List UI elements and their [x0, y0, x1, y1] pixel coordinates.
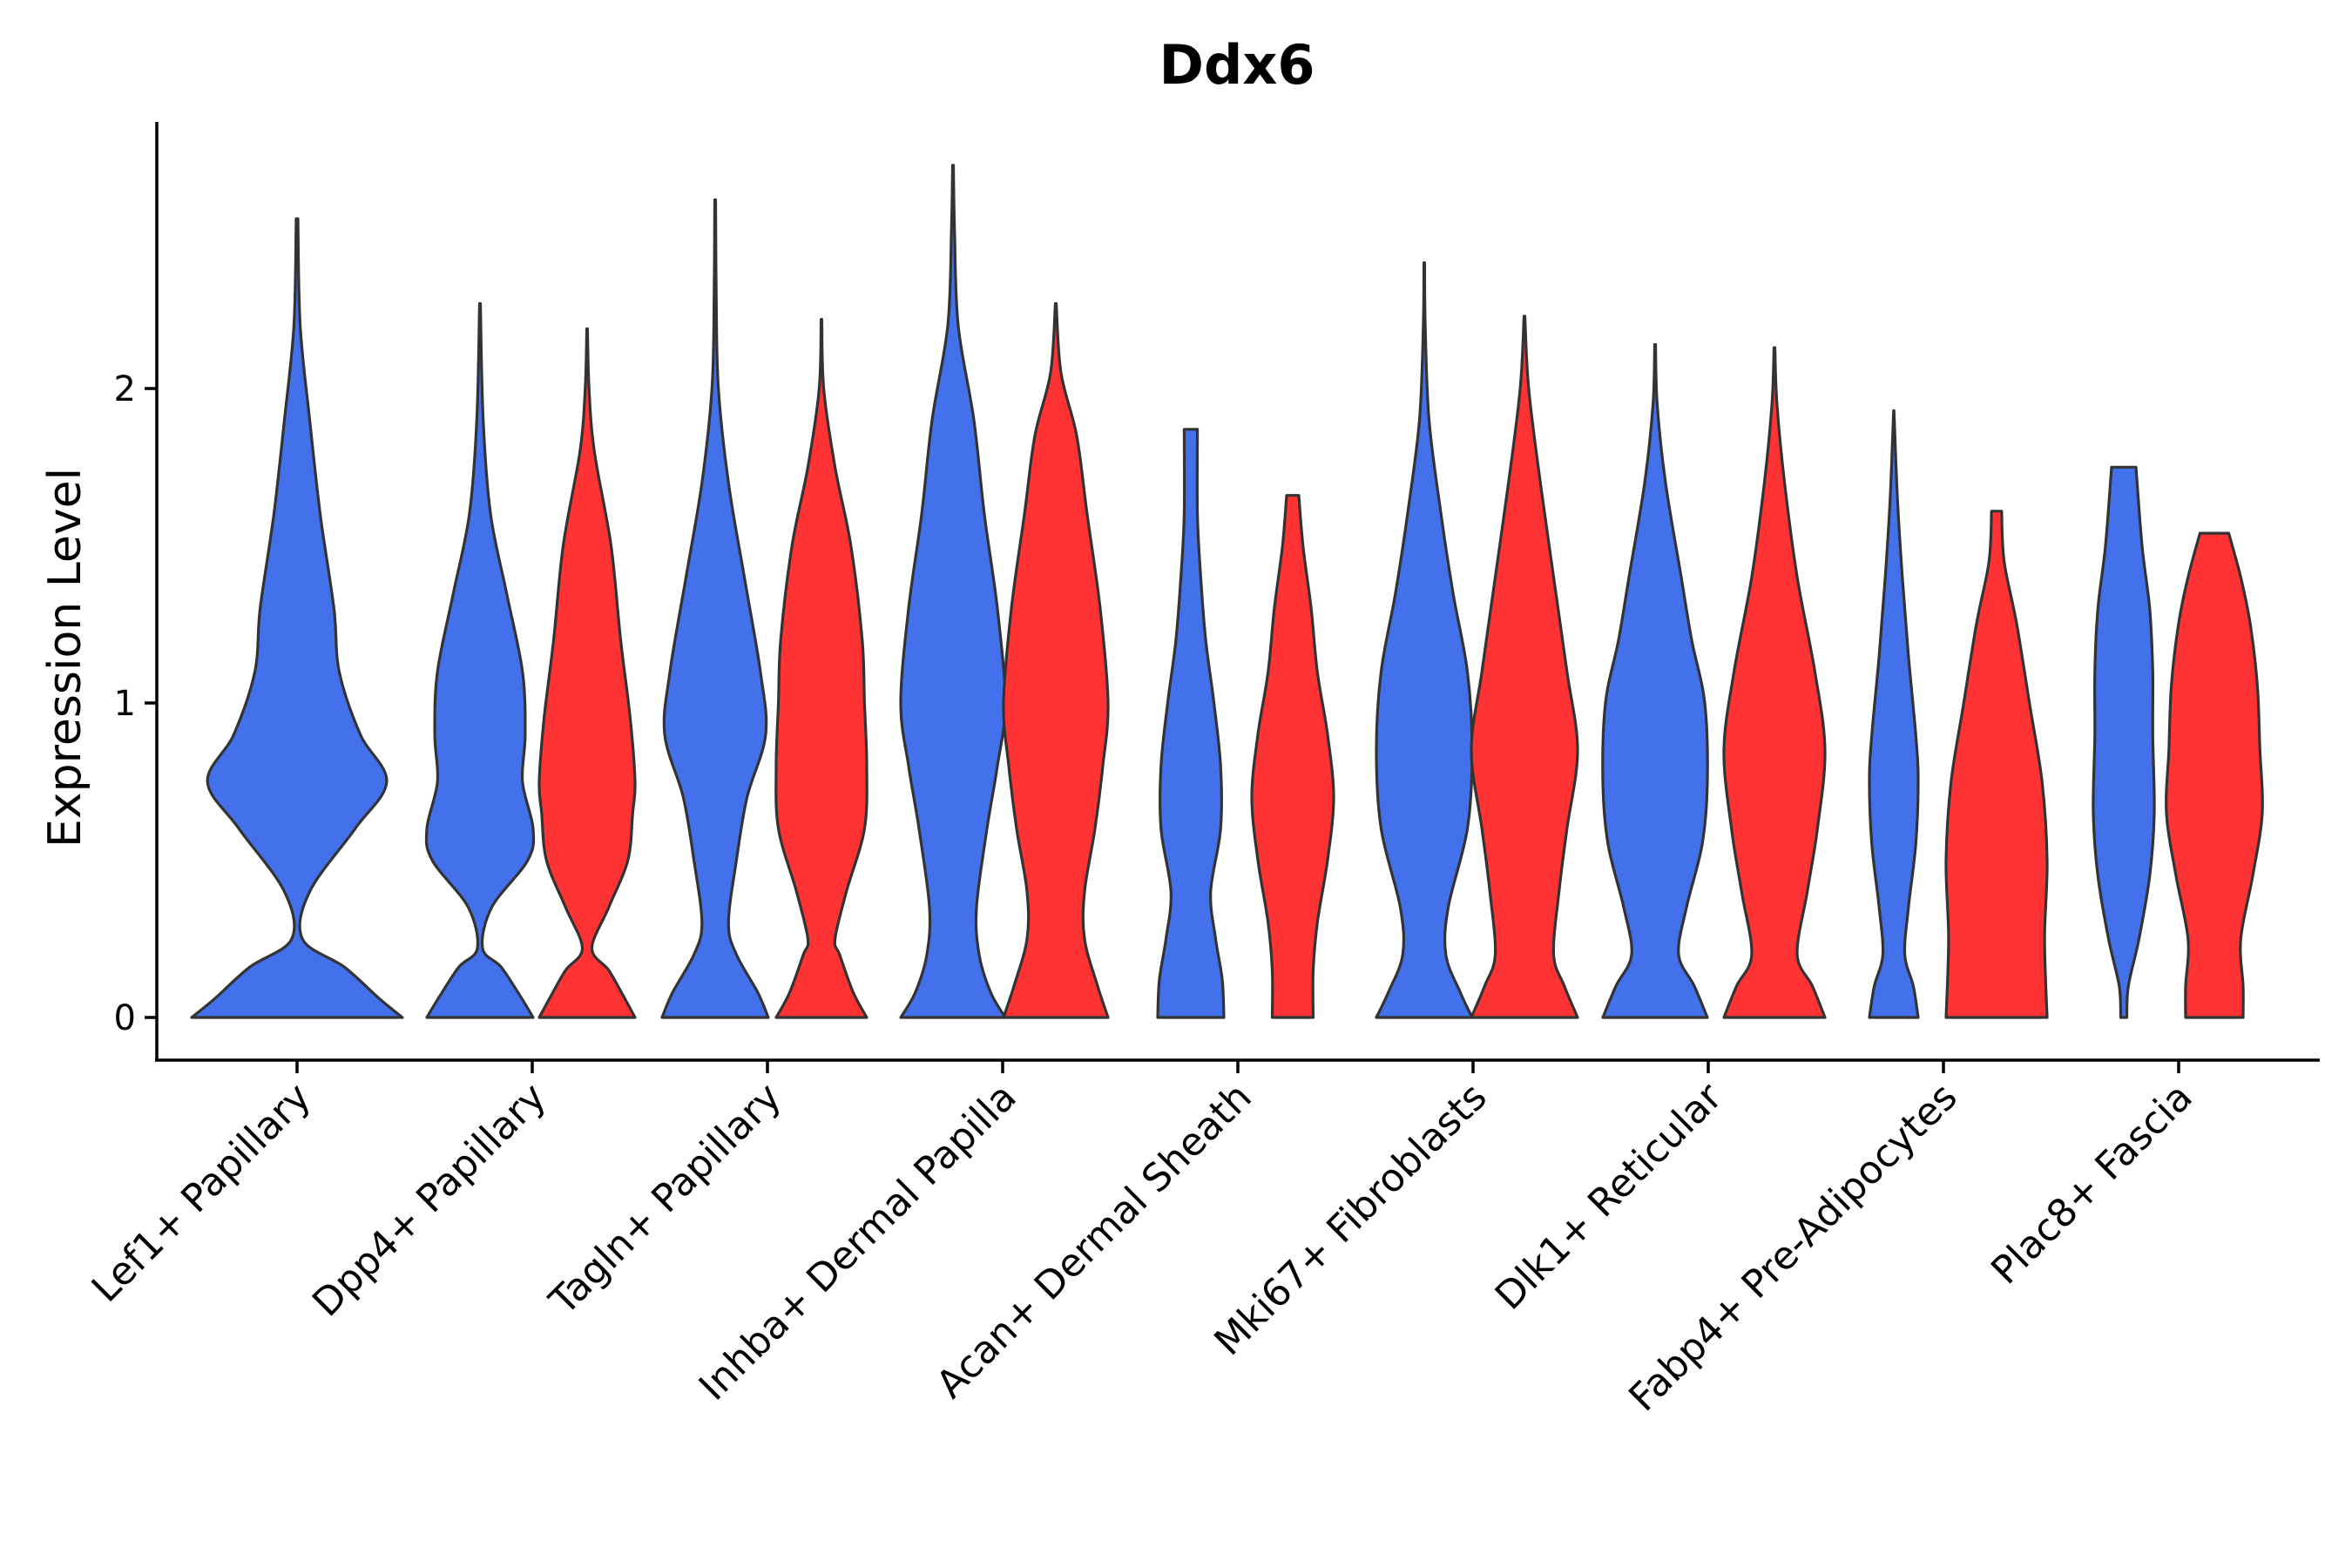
violin-plac8-fascia-blue	[2092, 465, 2156, 1019]
violin-acan-dermal-sheath-blue	[1156, 428, 1226, 1019]
violin-fabp4-pre-adipocytes-blue	[1868, 409, 1920, 1019]
x-tick-label: Lef1+ Papillary	[84, 1075, 320, 1311]
x-tick-label: Mki67+ Fibroblasts	[1206, 1075, 1495, 1364]
y-axis-label: Expression Level	[39, 468, 91, 848]
x-tick-label: Plac8+ Fascia	[1983, 1075, 2201, 1294]
chart-title: Ddx6	[1159, 33, 1315, 97]
y-tick-label: 1	[114, 684, 136, 724]
violin-dpp4-papillary-red	[537, 327, 637, 1019]
violin-dlk1-reticular-red	[1722, 346, 1827, 1019]
y-ticks-group: 0 1 2	[114, 369, 157, 1038]
violin-lef1-papillary-blue	[190, 217, 404, 1019]
violin-dpp4-papillary-blue	[424, 301, 536, 1019]
violins-group	[190, 164, 2264, 1019]
violin-inhba-dermal-papilla-red	[1002, 301, 1110, 1019]
violin-plac8-fascia-red	[2165, 531, 2264, 1019]
violin-mki67-fibroblasts-blue	[1375, 261, 1474, 1019]
violin-acan-dermal-sheath-red	[1250, 494, 1335, 1019]
x-tick-label: Tagln+ Papillary	[541, 1075, 790, 1324]
x-tick-label: Dpp4+ Papillary	[304, 1075, 555, 1326]
y-tick-label: 0	[114, 998, 136, 1038]
violin-dlk1-reticular-blue	[1601, 342, 1709, 1019]
violin-inhba-dermal-papilla-blue	[899, 164, 1007, 1019]
violin-tagln-papillary-red	[774, 318, 868, 1019]
violin-mki67-fibroblasts-red	[1470, 314, 1579, 1019]
violin-tagln-papillary-blue	[660, 198, 770, 1019]
y-tick-label: 2	[114, 369, 136, 409]
x-tick-label: Dlk1+ Reticular	[1487, 1074, 1732, 1319]
violin-fabp4-pre-adipocytes-red	[1944, 510, 2049, 1019]
